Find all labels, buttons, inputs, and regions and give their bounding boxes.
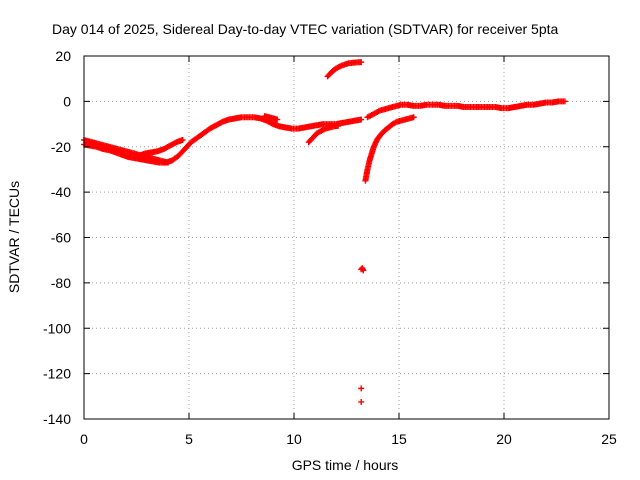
y-tick-label: 20 <box>55 48 71 64</box>
data-point <box>358 398 365 405</box>
x-tick-labels: 0 5 10 15 20 25 <box>80 431 617 447</box>
data-point <box>360 267 367 274</box>
x-tick-label: 15 <box>391 431 407 447</box>
data-series <box>81 59 568 405</box>
y-tick-label: -140 <box>43 411 71 427</box>
y-tick-label: -20 <box>51 139 71 155</box>
x-tick-label: 0 <box>80 431 88 447</box>
data-point <box>561 98 568 105</box>
data-point <box>358 385 365 392</box>
data-point <box>274 116 281 123</box>
data-point <box>179 136 186 143</box>
x-tick-label: 10 <box>286 431 302 447</box>
data-point <box>335 122 342 129</box>
y-tick-label: -80 <box>51 275 71 291</box>
axis-ticks <box>83 55 610 420</box>
y-tick-label: 0 <box>63 93 71 109</box>
x-axis-label: GPS time / hours <box>292 457 399 473</box>
data-point <box>358 116 365 123</box>
data-point <box>410 114 417 121</box>
plot-frame <box>83 55 610 420</box>
chart-title: Day 014 of 2025, Sidereal Day-to-day VTE… <box>52 21 559 37</box>
grid-lines <box>84 56 609 419</box>
y-tick-labels: 20 0 -20 -40 -60 -80 -100 -120 -140 <box>43 48 71 427</box>
x-tick-label: 20 <box>496 431 512 447</box>
y-tick-label: -120 <box>43 366 71 382</box>
y-tick-label: -60 <box>51 230 71 246</box>
y-axis-label: SDTVAR / TECUs <box>6 181 22 293</box>
x-tick-label: 25 <box>601 431 617 447</box>
x-tick-label: 5 <box>185 431 193 447</box>
data-point <box>358 59 365 66</box>
y-tick-label: -40 <box>51 184 71 200</box>
data-point <box>165 159 171 166</box>
y-tick-label: -100 <box>43 320 71 336</box>
